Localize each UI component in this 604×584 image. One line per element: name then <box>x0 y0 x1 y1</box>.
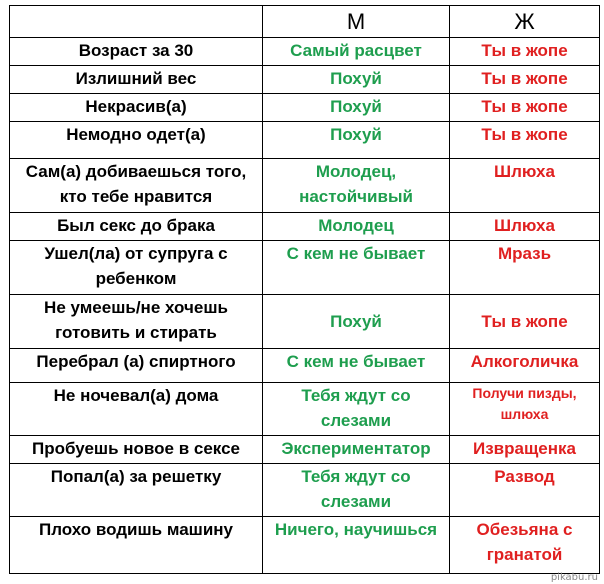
male-reaction-cell: Самый расцвет <box>262 37 450 66</box>
male-reaction-cell: Молодец <box>262 212 450 241</box>
male-reaction-cell: Похуй <box>262 65 450 94</box>
header-question-cell <box>9 5 263 38</box>
situation-cell: Попал(а) за решетку <box>9 463 263 517</box>
header-female: Ж <box>449 5 600 38</box>
situation-cell: Излишний вес <box>9 65 263 94</box>
male-reaction-cell: С кем не бывает <box>262 240 450 295</box>
female-reaction-cell: Шлюха <box>449 212 600 241</box>
situation-cell: Ушел(ла) от супруга с ребенком <box>9 240 263 295</box>
female-reaction-cell: Извращенка <box>449 435 600 464</box>
female-reaction-cell: Ты в жопе <box>449 65 600 94</box>
situation-cell: Возраст за 30 <box>9 37 263 66</box>
table-row: Ушел(ла) от супруга с ребенком С кем не … <box>9 240 600 295</box>
table-row: Излишний вес Похуй Ты в жопе <box>9 65 600 94</box>
male-reaction-cell: Тебя ждут со слезами <box>262 463 450 517</box>
female-reaction-cell: Обезьяна с гранатой <box>449 516 600 574</box>
situation-cell: Плохо водишь машину <box>9 516 263 574</box>
male-reaction-cell: Похуй <box>262 93 450 122</box>
male-reaction-cell: С кем не бывает <box>262 348 450 383</box>
female-reaction-cell: Ты в жопе <box>449 121 600 159</box>
header-male: М <box>262 5 450 38</box>
female-reaction-cell: Мразь <box>449 240 600 295</box>
female-reaction-cell: Ты в жопе <box>449 294 600 349</box>
female-reaction-cell: Получи пизды, шлюха <box>449 382 600 436</box>
male-reaction-cell: Молодец, настойчивый <box>262 158 450 213</box>
situation-cell: Пробуешь новое в сексе <box>9 435 263 464</box>
table-row: Некрасив(а) Похуй Ты в жопе <box>9 93 600 122</box>
table-row: Немодно одет(а) Похуй Ты в жопе <box>9 121 600 159</box>
situation-cell: Был секс до брака <box>9 212 263 241</box>
table-row: Не ночевал(а) дома Тебя ждут со слезами … <box>9 382 600 436</box>
table-row: Плохо водишь машину Ничего, научишься Об… <box>9 516 600 574</box>
male-reaction-cell: Экспериментатор <box>262 435 450 464</box>
table-row: Был секс до брака Молодец Шлюха <box>9 212 600 241</box>
header-row: М Ж <box>9 5 600 38</box>
female-reaction-cell: Развод <box>449 463 600 517</box>
table-row: Сам(а) добиваешься того, кто тебе нравит… <box>9 158 600 213</box>
table-row: Не умеешь/не хочешь готовить и стирать П… <box>9 294 600 349</box>
watermark: pikabu.ru <box>550 572 598 583</box>
situation-cell: Сам(а) добиваешься того, кто тебе нравит… <box>9 158 263 213</box>
male-reaction-cell: Похуй <box>262 121 450 159</box>
situation-cell: Немодно одет(а) <box>9 121 263 159</box>
female-reaction-cell: Алкоголичка <box>449 348 600 383</box>
male-reaction-cell: Ничего, научишься <box>262 516 450 574</box>
male-reaction-cell: Тебя ждут со слезами <box>262 382 450 436</box>
situation-cell: Перебрал (а) спиртного <box>9 348 263 383</box>
female-reaction-cell: Ты в жопе <box>449 93 600 122</box>
comparison-table: М Ж Возраст за 30 Самый расцвет Ты в жоп… <box>9 5 600 574</box>
female-reaction-cell: Шлюха <box>449 158 600 213</box>
situation-cell: Некрасив(а) <box>9 93 263 122</box>
male-reaction-cell: Похуй <box>262 294 450 349</box>
table-row: Пробуешь новое в сексе Экспериментатор И… <box>9 435 600 464</box>
situation-cell: Не ночевал(а) дома <box>9 382 263 436</box>
table-row: Перебрал (а) спиртного С кем не бывает А… <box>9 348 600 383</box>
situation-cell: Не умеешь/не хочешь готовить и стирать <box>9 294 263 349</box>
female-reaction-cell: Ты в жопе <box>449 37 600 66</box>
table-row: Попал(а) за решетку Тебя ждут со слезами… <box>9 463 600 517</box>
table-row: Возраст за 30 Самый расцвет Ты в жопе <box>9 37 600 66</box>
